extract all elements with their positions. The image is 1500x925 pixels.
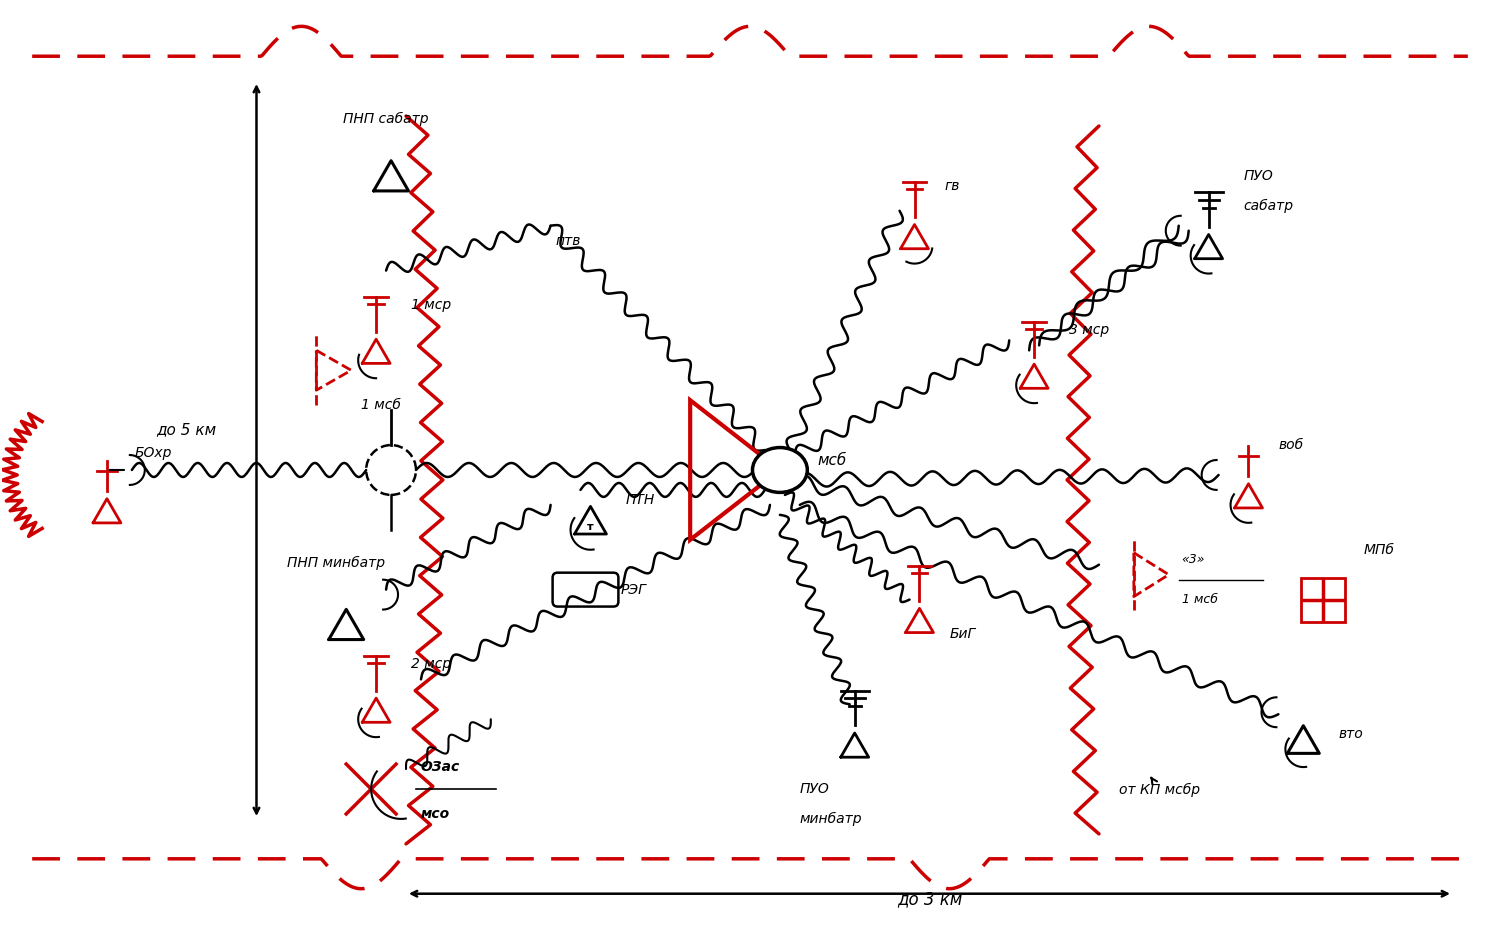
Text: воб: воб [1278,438,1304,452]
Text: 1 мсб: 1 мсб [1182,593,1218,606]
Text: мсб: мсб [818,452,848,467]
Text: от КП мсбр: от КП мсбр [1119,778,1200,797]
Text: МПб: МПб [1364,543,1394,557]
Text: мсо: мсо [422,807,450,821]
Text: птв: птв [555,234,580,248]
Text: 3 мср: 3 мср [1070,324,1108,338]
Text: БиГ: БиГ [950,627,975,641]
Text: ПУО: ПУО [1244,169,1274,183]
Text: минбатр: минбатр [800,812,862,826]
Text: т: т [586,522,594,532]
Text: РЭГ: РЭГ [621,583,646,597]
Text: 1 мср: 1 мср [411,299,452,313]
Text: 2 мср: 2 мср [411,658,452,672]
Text: до 5 км: до 5 км [156,423,218,438]
Text: ПТН: ПТН [626,493,654,507]
Text: «3»: «3» [1182,553,1204,566]
Text: ПНП минбатр: ПНП минбатр [286,556,386,570]
Text: БОхр: БОхр [135,446,172,460]
Text: вто: вто [1338,727,1364,741]
Text: до 3 км: до 3 км [897,891,962,908]
Text: ОЗас: ОЗас [422,760,460,774]
Text: сабатр: сабатр [1244,199,1293,213]
Text: гв: гв [945,179,960,192]
Ellipse shape [753,448,807,492]
Text: ПУО: ПУО [800,782,830,796]
Text: 1 мсб: 1 мсб [362,398,401,413]
Text: ПНП сабатр: ПНП сабатр [344,112,429,126]
Bar [1302,577,1346,622]
